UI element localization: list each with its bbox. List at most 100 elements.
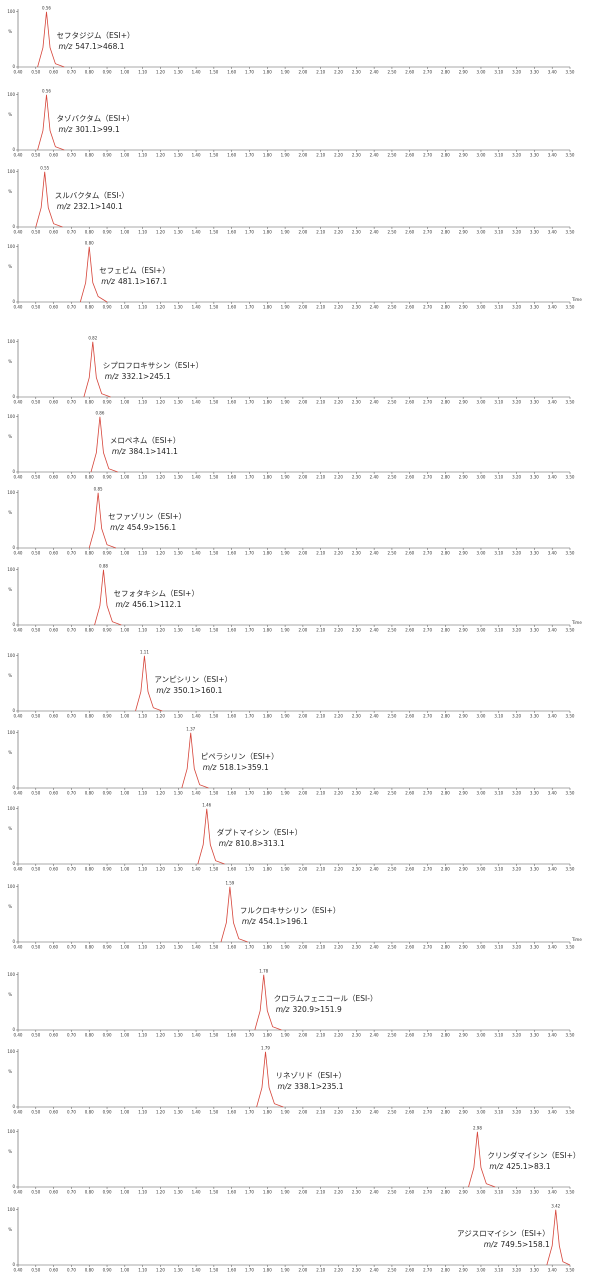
compound-name: メロペネム（ESI+）: [110, 436, 180, 445]
peak-label: 0.56: [42, 5, 51, 10]
chromatogram-trace: [83, 341, 111, 398]
x-tick-label: 1.70: [245, 551, 254, 556]
y-tick-label: 0: [12, 469, 15, 474]
transition-prefix: m/z: [484, 1240, 499, 1249]
x-tick-label: 2.50: [387, 70, 396, 75]
x-tick-label: 0.80: [85, 628, 94, 633]
x-tick-label: 2.60: [405, 400, 414, 405]
x-tick-label: 1.50: [209, 305, 218, 310]
x-tick-label: 2.90: [459, 628, 468, 633]
x-tick-label: 1.50: [209, 1268, 218, 1273]
x-tick-label: 1.40: [192, 867, 201, 872]
x-tick-label: 1.00: [120, 551, 129, 556]
x-tick-label: 1.10: [138, 400, 147, 405]
x-tick-label: 3.50: [566, 153, 575, 158]
x-tick-label: 2.30: [352, 230, 361, 235]
x-tick-label: 1.30: [174, 230, 183, 235]
chart-panel: 0.40 0.50 0.60 0.70 0.80 0.90 1.00 1.10 1.20 1.30…: [7, 649, 575, 718]
x-tick-label: 1.90: [281, 945, 290, 950]
x-tick-label: 1.50: [209, 475, 218, 480]
x-tick-label: 2.70: [423, 1033, 432, 1038]
y-tick-label: 0: [12, 1262, 15, 1267]
x-tick-label: 0.80: [85, 70, 94, 75]
x-tick-label: 1.30: [174, 1268, 183, 1273]
y-tick-label: 0: [12, 147, 15, 152]
chromatogram-trace: [35, 171, 63, 228]
x-tick-label: 2.60: [405, 1190, 414, 1195]
compound-name: セフェピム（ESI+）: [99, 266, 169, 275]
x-tick-label: 2.50: [387, 1268, 396, 1273]
transition-value: 338.1>235.1: [294, 1082, 343, 1091]
transition-value: 749.5>158.1: [501, 1240, 550, 1249]
x-tick-label: 1.10: [138, 1268, 147, 1273]
x-tick-label: 1.70: [245, 70, 254, 75]
x-tick-label: 1.70: [245, 305, 254, 310]
x-tick-label: 3.30: [530, 628, 539, 633]
x-tick-label: 0.60: [49, 867, 58, 872]
x-tick-label: 2.60: [405, 551, 414, 556]
chart-panel: 0.40 0.50 0.60 0.70 0.80 0.90 1.00 1.10 1.20 1.30…: [7, 88, 575, 157]
transition: m/z 425.1>83.1: [489, 1162, 550, 1171]
x-tick-label: 1.10: [138, 945, 147, 950]
transition-value: 518.1>359.1: [220, 763, 269, 772]
x-tick-label: 3.20: [512, 153, 521, 158]
x-tick-label: 3.10: [494, 1190, 503, 1195]
x-tick-label: 1.40: [192, 230, 201, 235]
x-tick-label: 1.80: [263, 230, 272, 235]
x-tick-label: 1.10: [138, 791, 147, 796]
x-tick-label: 3.50: [566, 230, 575, 235]
chromatogram-trace: [181, 732, 209, 789]
transition: m/z 384.1>141.1: [112, 447, 178, 456]
x-tick-label: 0.70: [67, 551, 76, 556]
x-tick-label: 2.90: [459, 1110, 468, 1115]
x-tick-label: 2.20: [334, 945, 343, 950]
x-tick-label: 1.30: [174, 1033, 183, 1038]
x-tick-label: 3.00: [477, 1190, 486, 1195]
x-tick-label: 0.90: [103, 791, 112, 796]
x-tick-label: 2.40: [370, 714, 379, 719]
x-tick-label: 3.40: [548, 714, 557, 719]
x-tick-label: 2.90: [459, 230, 468, 235]
transition-value: 320.9>151.9: [293, 1005, 342, 1014]
x-tick-label: 1.10: [138, 70, 147, 75]
x-tick-label: 0.80: [85, 791, 94, 796]
x-tick-label: 2.00: [298, 305, 307, 310]
x-tick-label: 1.90: [281, 1268, 290, 1273]
y-tick-label: 100: [7, 1049, 15, 1054]
x-tick-label: 2.90: [459, 400, 468, 405]
x-tick-label: 1.20: [156, 791, 165, 796]
y-tick-label: 100: [7, 972, 15, 977]
x-tick-label: 0.80: [85, 1190, 94, 1195]
x-tick-label: 3.20: [512, 305, 521, 310]
x-tick-label: 1.20: [156, 230, 165, 235]
x-tick-label: 3.20: [512, 791, 521, 796]
x-tick-label: 0.40: [14, 867, 23, 872]
x-tick-label: 0.90: [103, 945, 112, 950]
x-tick-label: 3.10: [494, 714, 503, 719]
x-tick-label: 2.90: [459, 70, 468, 75]
x-tick-label: 2.50: [387, 1110, 396, 1115]
x-tick-label: 2.40: [370, 1268, 379, 1273]
x-tick-label: 3.50: [566, 1033, 575, 1038]
x-tick-label: 2.70: [423, 1190, 432, 1195]
x-tick-label: 2.40: [370, 230, 379, 235]
x-tick-label: 0.40: [14, 1110, 23, 1115]
x-tick-label: 3.10: [494, 153, 503, 158]
compound-name: セフタジジム（ESI+）: [56, 31, 134, 40]
x-tick-label: 2.20: [334, 791, 343, 796]
x-tick-label: 2.40: [370, 867, 379, 872]
chromatogram-trace: [546, 1209, 571, 1266]
transition: m/z 338.1>235.1: [278, 1082, 344, 1091]
x-tick-label: 0.70: [67, 791, 76, 796]
x-tick-label: 3.20: [512, 628, 521, 633]
x-axis-label: Time: [571, 620, 582, 625]
y-axis-label: %: [8, 264, 12, 269]
x-tick-label: 0.40: [14, 945, 23, 950]
x-tick-label: 3.10: [494, 945, 503, 950]
transition-value: 384.1>141.1: [129, 447, 178, 456]
peak-label: 0.55: [40, 165, 49, 170]
x-tick-label: 2.40: [370, 791, 379, 796]
x-tick-label: 3.50: [566, 1190, 575, 1195]
x-tick-label: 1.20: [156, 1190, 165, 1195]
x-tick-label: 1.50: [209, 551, 218, 556]
